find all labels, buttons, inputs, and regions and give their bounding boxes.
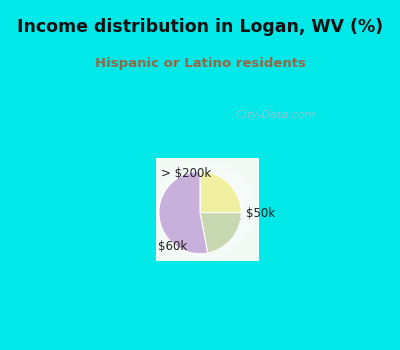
Wedge shape <box>159 172 208 254</box>
Text: Income distribution in Logan, WV (%): Income distribution in Logan, WV (%) <box>17 19 383 36</box>
Wedge shape <box>200 212 241 253</box>
Text: $60k: $60k <box>158 234 187 253</box>
Text: $50k: $50k <box>240 207 276 220</box>
Text: City-Data.com: City-Data.com <box>229 110 315 120</box>
Text: Hispanic or Latino residents: Hispanic or Latino residents <box>94 57 306 70</box>
Wedge shape <box>200 172 241 212</box>
Text: > $200k: > $200k <box>161 167 211 183</box>
